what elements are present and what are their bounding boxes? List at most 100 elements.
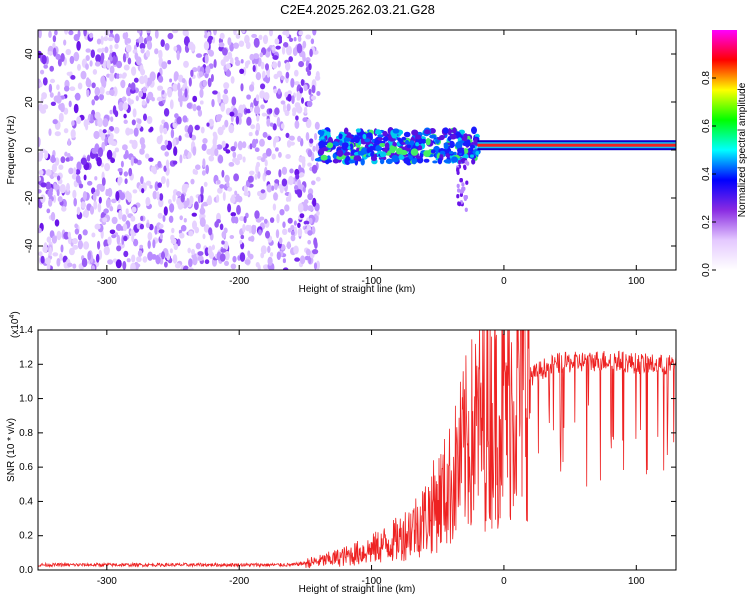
noise-cell [263,92,270,101]
noise-cell [103,208,109,214]
noise-cell [39,81,43,88]
noise-cell [287,93,292,102]
signal-cell [415,142,419,147]
noise-cell [52,47,57,57]
noise-cell [133,77,139,83]
noise-cell [290,230,295,236]
noise-cell [149,184,153,189]
noise-cell [191,248,195,256]
noise-cell [202,138,208,144]
noise-cell [288,175,294,186]
noise-cell [295,174,300,180]
signal-cell [475,151,480,155]
noise-cell [115,191,120,201]
noise-cell [223,88,228,95]
noise-cell [280,100,286,105]
noise-cell [80,201,86,209]
signal-cell [332,158,340,164]
noise-cell [184,88,188,98]
noise-cell [272,55,279,60]
signal-cell [452,127,457,134]
noise-cell [110,157,115,164]
noise-cell [106,59,111,69]
noise-cell [271,185,275,191]
noise-cell [140,68,146,76]
signal-cell [354,152,359,156]
noise-cell [167,60,172,65]
noise-cell [296,43,303,54]
noise-cell [190,69,194,78]
colorbar-tick-label: 0.6 [701,119,712,133]
noise-cell [111,216,118,225]
noise-cell [192,146,197,156]
signal-cell [443,159,452,164]
noise-cell [80,70,87,80]
noise-cell [187,247,191,254]
noise-cell [267,256,273,266]
signal-cell [449,151,454,155]
noise-cell [54,157,60,166]
noise-cell [222,47,228,56]
noise-cell [208,35,214,41]
noise-cell [309,138,314,144]
noise-cell [149,126,154,132]
noise-cell [163,108,170,117]
noise-cell [123,235,128,242]
y-tick-label: -20 [24,190,35,205]
noise-cell [107,236,112,246]
noise-cell [104,136,108,147]
noise-cell [105,198,111,208]
noise-cell [49,65,54,72]
noise-cell [116,73,120,79]
noise-cell [204,54,209,64]
noise-cell [59,102,65,113]
signal-cell [450,133,457,140]
noise-cell [298,61,304,68]
noise-cell [255,129,259,136]
signal-cell [437,157,443,165]
noise-cell [225,149,231,154]
noise-cell [232,151,237,158]
signal-tail-cell [465,180,469,185]
noise-cell [195,242,201,250]
signal-cell [374,130,382,135]
noise-cell [154,30,159,39]
noise-cell [56,258,61,267]
noise-cell [73,34,80,42]
noise-cell [265,63,269,71]
noise-cell [121,96,127,102]
noise-cell [312,145,316,152]
signal-cell [341,142,348,151]
noise-cell [210,74,214,82]
signal-cell [465,139,471,147]
noise-cell [58,164,64,170]
noise-cell [304,255,310,261]
noise-cell [172,30,179,34]
noise-cell [264,159,268,167]
noise-cell [256,114,260,122]
noise-cell [130,82,136,91]
noise-cell [233,30,237,36]
noise-cell [244,60,249,69]
noise-cell [139,244,144,249]
noise-cell [56,84,60,91]
noise-cell [240,83,244,92]
noise-cell [271,61,278,69]
noise-cell [206,122,210,127]
noise-cell [220,59,226,67]
noise-cell [86,89,90,98]
noise-cell [169,203,175,213]
noise-cell [230,115,234,123]
noise-cell [73,51,80,62]
noise-cell [48,128,52,136]
noise-cell [172,160,178,165]
noise-cell [121,214,127,222]
noise-cell [231,215,237,224]
noise-cell [303,106,308,115]
noise-cell [76,206,81,216]
noise-cell [63,39,67,46]
signal-cell [349,143,354,151]
noise-cell [154,225,158,235]
noise-cell [205,65,211,75]
noise-cell [260,83,266,90]
